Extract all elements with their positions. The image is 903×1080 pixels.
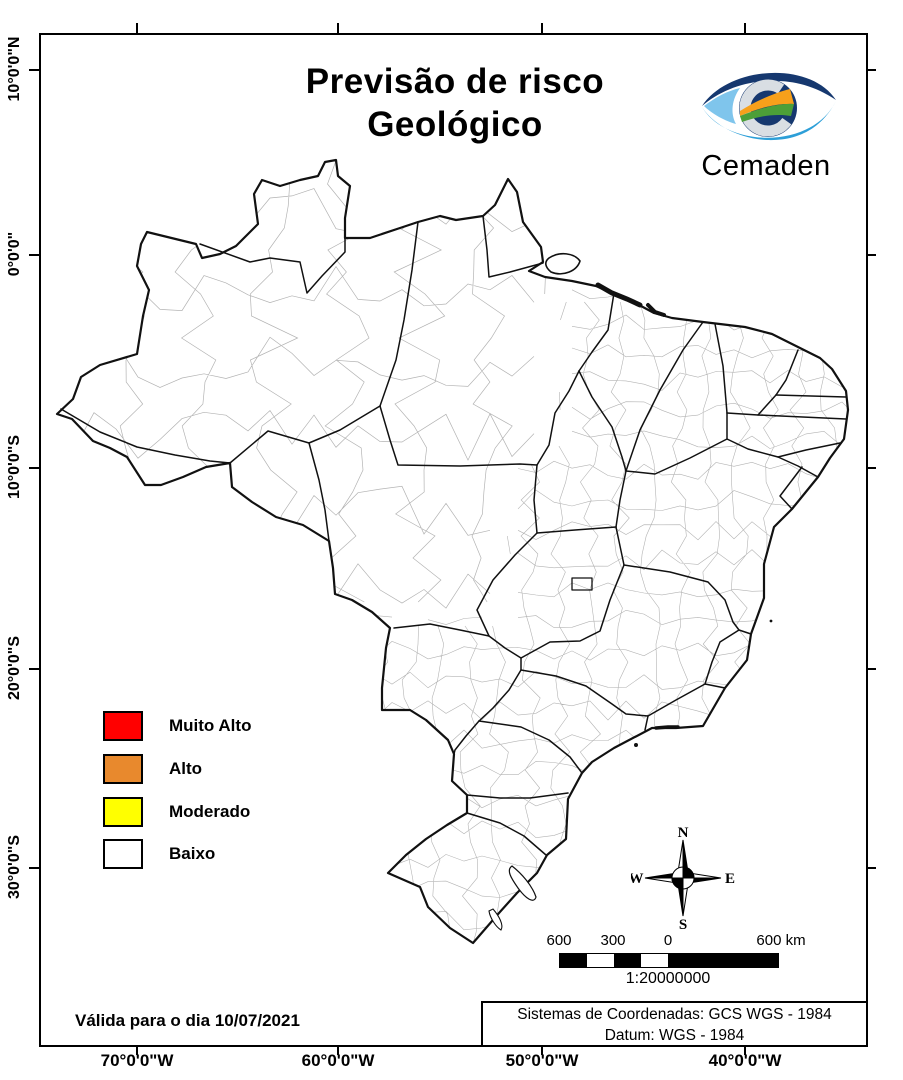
lat-label-30s: 30°0'0"S — [6, 834, 23, 900]
lat-label-10n: 10°0'0"N — [6, 36, 23, 102]
legend-swatch-alto — [103, 754, 143, 784]
scale-bar — [559, 953, 779, 968]
tick-lon-40w-t — [744, 23, 746, 33]
compass-n: N — [678, 826, 689, 841]
lat-label-10s: 10°0'0"S — [6, 434, 23, 500]
state-borders — [60, 215, 847, 856]
tick-lat-10s — [29, 467, 39, 469]
scale-label-600-left: 600 — [546, 932, 572, 949]
distrito-federal — [571, 577, 593, 591]
marajo-island — [545, 252, 581, 275]
maranhao-coast-detail — [595, 282, 643, 308]
coordinate-system-line2: Datum: WGS - 1984 — [604, 1027, 745, 1044]
tick-lon-50w-t — [541, 23, 543, 33]
scale-label-300: 300 — [600, 932, 626, 949]
legend-label-baixo: Baixo — [169, 844, 216, 863]
coordinate-system-line1: Sistemas de Coordenadas: GCS WGS - 1984 — [517, 1006, 832, 1023]
brazil-outline — [55, 158, 850, 945]
cemaden-logo-text: Cemaden — [701, 150, 831, 182]
lat-label-0: 0°0'0" — [6, 231, 23, 277]
legend-swatch-moderado — [103, 797, 143, 827]
lon-label-40w: 40°0'0"W — [708, 1051, 782, 1070]
tick-lon-70w — [136, 1045, 138, 1055]
tick-lat-20s-r — [866, 668, 876, 670]
tick-lat-0 — [29, 254, 39, 256]
legend-item-baixo: Baixo — [103, 839, 215, 869]
lon-label-70w: 70°0'0"W — [100, 1051, 174, 1070]
tick-lon-40w — [744, 1045, 746, 1055]
scale-label-600-km: 600 km — [756, 932, 806, 949]
lon-label-50w: 50°0'0"W — [505, 1051, 579, 1070]
abrolhos-island — [769, 619, 773, 623]
tick-lat-10n — [29, 69, 39, 71]
lagoa-dos-patos — [508, 865, 537, 901]
legend-item-moderado: Moderado — [103, 797, 250, 827]
tick-lat-20s — [29, 668, 39, 670]
lon-label-60w: 60°0'0"W — [301, 1051, 375, 1070]
tick-lon-70w-t — [136, 23, 138, 33]
scale-label-0: 0 — [663, 932, 673, 949]
tick-lat-30s-r — [866, 867, 876, 869]
compass-w: W — [631, 871, 644, 887]
validity-date: Válida para o dia 10/07/2021 — [75, 1011, 300, 1030]
title-line-1: Previsão de risco — [305, 62, 605, 101]
legend-item-alto: Alto — [103, 754, 202, 784]
ilhabela-island — [634, 743, 638, 747]
sao-marcos-bay-detail — [646, 303, 666, 317]
scale-segment-white-2 — [641, 954, 668, 967]
compass-e: E — [725, 871, 735, 887]
tick-lat-0-r — [866, 254, 876, 256]
lat-label-20s: 20°0'0"S — [6, 635, 23, 701]
page-title: Previsão de risco Geológico — [150, 60, 760, 146]
legend-item-muito-alto: Muito Alto — [103, 711, 251, 741]
guanabara-bay-detail — [654, 725, 680, 730]
legend-label-alto: Alto — [169, 759, 203, 778]
tick-lat-10n-r — [866, 69, 876, 71]
tick-lon-60w-t — [337, 23, 339, 33]
scale-segment-white-1 — [587, 954, 614, 967]
compass-s: S — [679, 917, 687, 930]
legend-label-muito-alto: Muito Alto — [169, 716, 252, 735]
cemaden-logo-icon — [702, 72, 836, 141]
map-neatline — [39, 33, 868, 1047]
legend-swatch-baixo — [103, 839, 143, 869]
title-line-2: Geológico — [367, 105, 543, 144]
legend-label-moderado: Moderado — [169, 802, 251, 821]
lagoa-mirim — [488, 908, 503, 931]
tick-lon-50w — [541, 1045, 543, 1055]
tick-lat-10s-r — [866, 467, 876, 469]
coordinate-system-box: Sistemas de Coordenadas: GCS WGS - 1984 … — [481, 1001, 868, 1047]
scale-ratio: 1:20000000 — [625, 970, 711, 987]
legend-swatch-muito-alto — [103, 711, 143, 741]
tick-lon-60w — [337, 1045, 339, 1055]
tick-lat-30s — [29, 867, 39, 869]
compass-rose-icon: N E S W — [631, 826, 735, 930]
